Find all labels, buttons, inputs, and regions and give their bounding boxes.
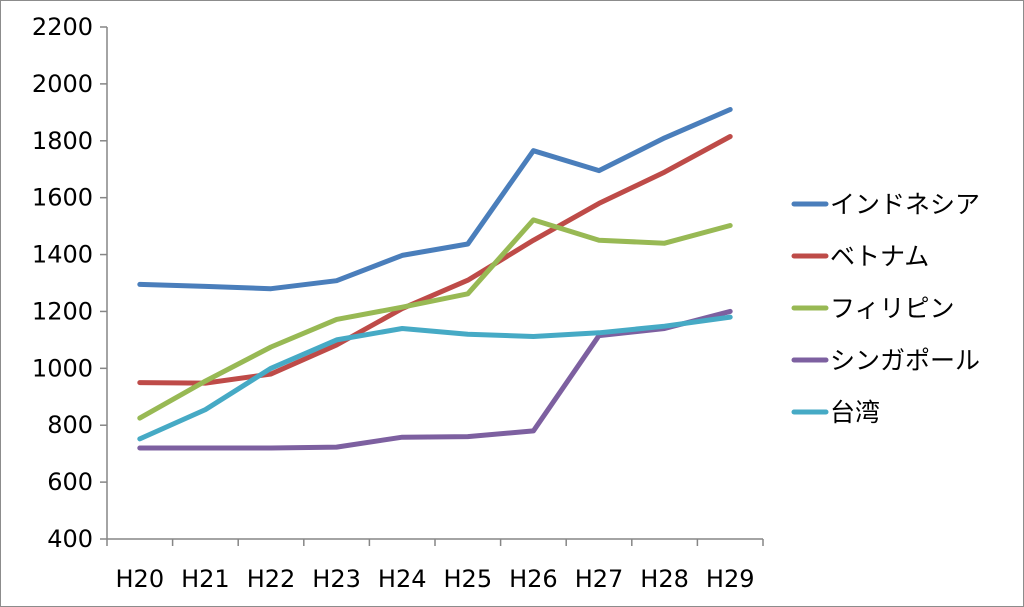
- x-tick-label: H27: [575, 565, 624, 593]
- y-tick-label: 1600: [32, 184, 93, 212]
- x-tick-label: H29: [706, 565, 755, 593]
- x-tick-label: H23: [312, 565, 361, 593]
- y-tick-label: 1000: [32, 354, 93, 382]
- x-tick-label: H28: [640, 565, 689, 593]
- series-line-3: [137, 217, 733, 421]
- legend-label-1: インドネシア: [830, 190, 980, 219]
- x-tick-label: H24: [378, 565, 427, 593]
- axes: 400 600 800 1000 1200 1400 1600 1800 2000 2200 H20…: [32, 13, 764, 593]
- y-tick-label: 2000: [32, 70, 93, 98]
- y-tick-label: 600: [47, 468, 93, 496]
- series-line-1: [137, 107, 733, 292]
- legend-label-2: ベトナム: [830, 242, 929, 271]
- x-tick-label: H20: [116, 565, 165, 593]
- series-lines: [137, 107, 733, 451]
- y-tick-label: 1800: [32, 127, 93, 155]
- legend-label-3: フィリピン: [830, 294, 955, 323]
- series-line-5: [137, 314, 733, 442]
- legend-label-5: 台湾: [830, 398, 880, 427]
- legend-label-4: シンガポール: [830, 346, 980, 375]
- y-tick-label: 1200: [32, 297, 93, 325]
- x-tick-label: H22: [247, 565, 296, 593]
- y-tick-label: 1400: [32, 241, 93, 269]
- series-line-2: [137, 134, 733, 386]
- series-line-4: [137, 308, 733, 451]
- y-tick-label: 400: [47, 525, 93, 553]
- x-tick-label: H21: [181, 565, 230, 593]
- x-tick-label: H26: [509, 565, 558, 593]
- y-tick-label: 2200: [32, 13, 93, 41]
- y-tick-label: 800: [47, 411, 93, 439]
- x-tick-label: H25: [444, 565, 493, 593]
